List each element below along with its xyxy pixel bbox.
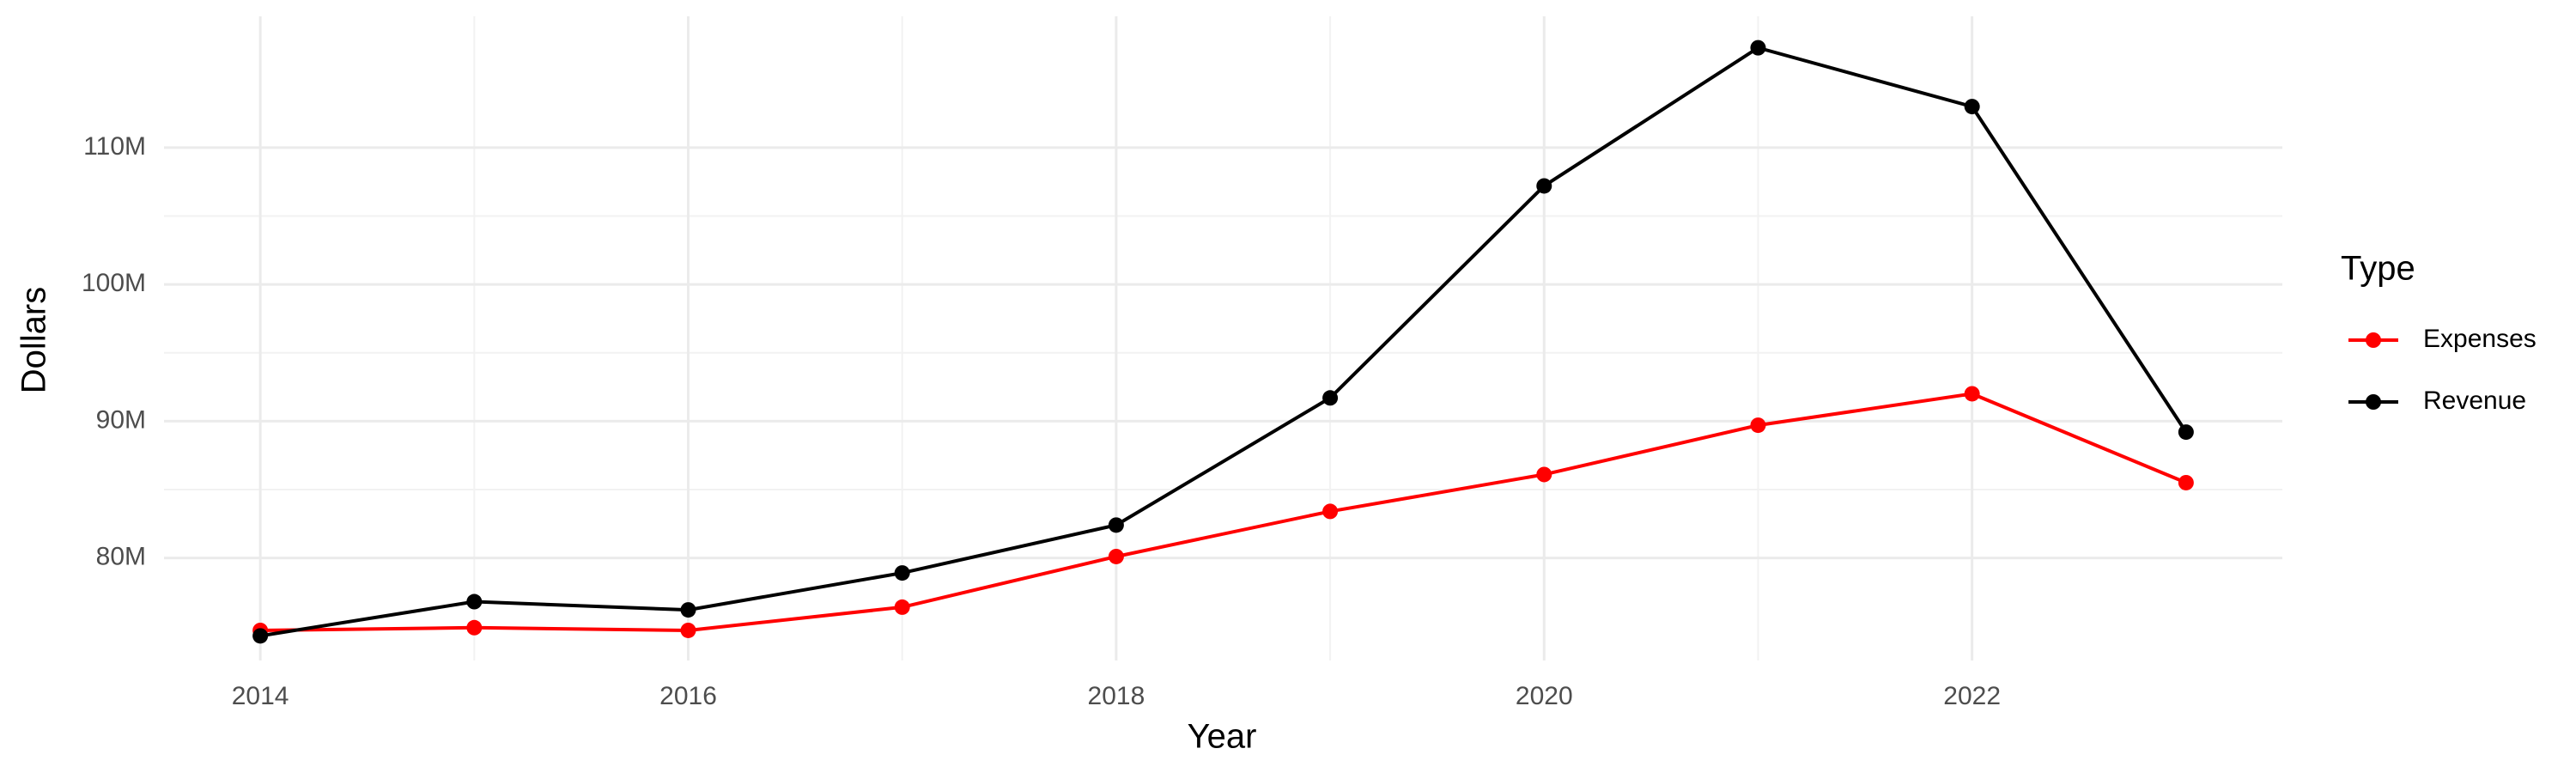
y-tick-label: 80M (96, 542, 146, 570)
legend-label: Expenses (2423, 325, 2537, 353)
point (680, 602, 696, 618)
x-tick-label: 2022 (1943, 682, 2001, 710)
y-tick-label: 100M (82, 269, 146, 297)
x-tick-label: 2014 (232, 682, 289, 710)
point (894, 565, 910, 581)
point (1536, 178, 1552, 194)
point (2178, 474, 2194, 490)
x-tick-label: 2020 (1516, 682, 1573, 710)
point (1322, 503, 1339, 520)
legend-title: Type (2341, 250, 2415, 288)
legend-swatch-point (2366, 332, 2381, 348)
point (1964, 99, 1980, 115)
legend-label: Revenue (2423, 386, 2526, 415)
y-axis-title: Dollars (15, 287, 53, 393)
y-tick-label: 90M (96, 405, 146, 434)
point (1322, 390, 1339, 406)
point (680, 622, 696, 638)
point (1108, 548, 1124, 564)
x-tick-label: 2016 (659, 682, 717, 710)
point (1536, 466, 1552, 483)
point (894, 599, 910, 615)
point (1108, 517, 1124, 533)
point (1750, 40, 1766, 56)
point (252, 628, 269, 644)
point (1750, 417, 1766, 434)
point (466, 619, 483, 636)
x-axis-title: Year (1188, 718, 1257, 756)
series-line (260, 392, 2187, 632)
y-tick-label: 110M (83, 132, 146, 161)
point (2178, 424, 2194, 441)
point (1964, 386, 1980, 402)
x-tick-label: 2018 (1088, 682, 1145, 710)
point (466, 593, 483, 610)
legend-swatch-point (2366, 394, 2381, 410)
series-line (259, 46, 2188, 638)
